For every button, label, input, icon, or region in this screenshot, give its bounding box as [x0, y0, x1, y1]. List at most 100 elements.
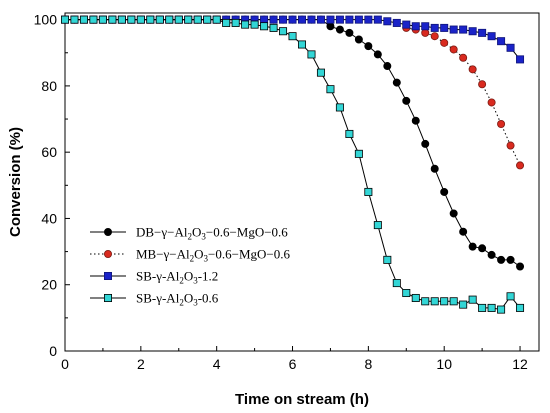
data-point: [468, 295, 477, 304]
data-point: [459, 227, 468, 236]
data-point: [61, 15, 70, 24]
series-0: [61, 15, 525, 271]
data-point: [459, 300, 468, 309]
data-point: [497, 255, 506, 264]
data-point: [487, 32, 496, 41]
data-point: [89, 15, 98, 24]
legend-label-part: 3: [201, 232, 206, 242]
data-point: [516, 262, 525, 271]
data-point: [79, 15, 88, 24]
data-point: [316, 68, 325, 77]
y-tick-label: 80: [41, 78, 57, 94]
data-point: [421, 28, 430, 37]
legend-item: DB−γ−Al2O3−0.6−MgO−0.6: [90, 225, 288, 242]
data-point: [326, 85, 335, 94]
legend: DB−γ−Al2O3−0.6−MgO−0.6MB−γ−Al2O3−0.6−MgO…: [90, 225, 290, 308]
data-point: [449, 25, 458, 34]
x-tick-label: 8: [364, 356, 372, 372]
data-point: [297, 15, 306, 24]
data-point: [392, 78, 401, 87]
legend-label-part: O: [194, 247, 203, 262]
legend-label-part: O: [184, 269, 193, 284]
data-point: [487, 250, 496, 259]
data-point: [402, 20, 411, 29]
y-axis-title: Conversion (%): [7, 127, 24, 237]
legend-label: SB-γ-Al2O3-1.2: [136, 269, 218, 286]
data-point: [506, 292, 515, 301]
data-point: [269, 15, 278, 24]
data-point: [174, 15, 183, 24]
data-point: [354, 149, 363, 158]
data-point: [146, 15, 155, 24]
data-point: [478, 80, 487, 89]
data-point: [373, 15, 382, 24]
data-point: [487, 98, 496, 107]
data-point: [516, 161, 525, 170]
data-point: [326, 15, 335, 24]
legend-label-part: −0.6−MgO−0.6: [206, 225, 288, 240]
data-point: [108, 15, 117, 24]
data-point: [354, 15, 363, 24]
legend-label-part: 2: [190, 254, 195, 264]
legend-label-part: O: [184, 291, 193, 306]
x-tick-label: 4: [213, 356, 221, 372]
data-point: [478, 28, 487, 37]
legend-label-part: 3: [193, 276, 198, 286]
legend-label-part: SB-γ-Al: [136, 269, 180, 284]
legend-label-part: 3: [193, 298, 198, 308]
data-point: [430, 164, 439, 173]
data-point: [468, 27, 477, 36]
series-line: [65, 19, 521, 311]
data-point: [70, 15, 79, 24]
y-tick-label: 60: [41, 144, 57, 160]
legend-label: DB−γ−Al2O3−0.6−MgO−0.6: [136, 225, 288, 242]
x-tick-label: 10: [436, 356, 452, 372]
data-point: [468, 65, 477, 74]
data-point: [307, 50, 316, 59]
data-point: [459, 25, 468, 34]
legend-label-part: MB−γ−Al: [136, 247, 190, 262]
data-point: [449, 209, 458, 218]
data-point: [506, 43, 515, 52]
data-point: [98, 15, 107, 24]
data-point: [440, 187, 449, 196]
data-point: [478, 303, 487, 312]
data-point: [279, 15, 288, 24]
data-point: [260, 22, 269, 31]
y-tick-label: 100: [34, 12, 58, 28]
data-point: [392, 279, 401, 288]
data-point: [516, 303, 525, 312]
data-point: [459, 53, 468, 62]
legend-marker: [104, 249, 113, 258]
series-3: [61, 15, 525, 314]
legend-marker: [104, 227, 113, 236]
data-point: [478, 244, 487, 253]
data-point: [231, 18, 240, 27]
data-point: [497, 37, 506, 46]
data-point: [449, 297, 458, 306]
data-point: [117, 15, 126, 24]
data-point: [430, 23, 439, 32]
data-point: [326, 22, 335, 31]
data-point: [392, 18, 401, 27]
legend-label-part: 2: [179, 298, 184, 308]
data-point: [449, 45, 458, 54]
data-point: [497, 120, 506, 129]
y-tick-label: 40: [41, 210, 57, 226]
legend-marker: [104, 271, 113, 280]
data-point: [497, 305, 506, 314]
x-tick-label: 12: [512, 356, 528, 372]
legend-label-part: −0.6−MgO−0.6: [208, 247, 290, 262]
data-point: [402, 289, 411, 298]
axes-layer: 0 2 4 6 8 10 12 0 20 40 60 80 100: [34, 12, 540, 372]
data-point: [487, 303, 496, 312]
data-point: [402, 96, 411, 105]
data-point: [364, 187, 373, 196]
data-point: [516, 55, 525, 64]
legend-label-part: O: [192, 225, 201, 240]
x-tick-label: 6: [289, 356, 297, 372]
legend-item: MB−γ−Al2O3−0.6−MgO−0.6: [90, 247, 290, 264]
series-layer: [61, 15, 525, 314]
data-point: [383, 255, 392, 264]
